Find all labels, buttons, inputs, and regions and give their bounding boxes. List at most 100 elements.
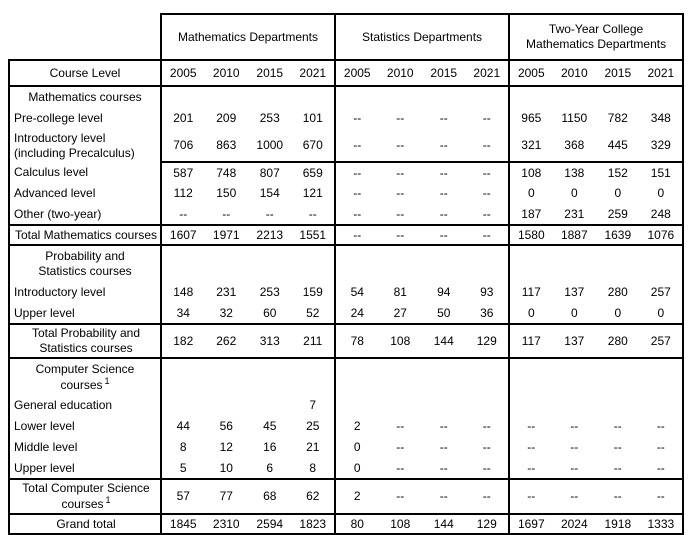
row-label-pre-college-level: Pre-college level (8, 108, 162, 129)
table-cell (379, 245, 423, 282)
footnote-marker: 1 (105, 495, 111, 505)
table-cell: 0 (508, 303, 553, 324)
report-table-container: Mathematics Departments Statistics Depart… (8, 13, 685, 535)
table-head: Mathematics Departments Statistics Depart… (8, 13, 685, 87)
table-cell: 1580 (508, 224, 553, 246)
table-cell (466, 245, 510, 282)
table-cell: 80 (334, 513, 379, 535)
table-cell: -- (508, 478, 553, 515)
table-cell: 2213 (248, 224, 292, 246)
table-cell: 57 (160, 478, 205, 515)
row-label-text: Total Computer Science (22, 481, 150, 495)
table-cell: 0 (614, 186, 622, 200)
table-cell: 138 (564, 165, 585, 180)
table-cell: 248 (639, 204, 685, 225)
table-cell: 108 (378, 513, 422, 535)
table-cell (248, 86, 292, 108)
group-header-row: Mathematics Departments Statistics Depart… (9, 13, 685, 61)
table-row-total-mathematics-courses: Total Mathematics courses 1607 1971 2213 155… (8, 224, 685, 246)
table-cell (205, 395, 249, 416)
row-label-general-education: General education (8, 395, 162, 416)
table-cell (160, 358, 205, 395)
course-level-table: Mathematics Departments Statistics Depart… (8, 13, 685, 535)
table-cell: 54 (334, 282, 379, 303)
course-level-header: Course Level (8, 59, 162, 87)
table-cell: 8 (309, 460, 317, 475)
table-cell: 154 (259, 186, 280, 200)
table-cell: 151 (639, 162, 685, 183)
table-cell (160, 86, 205, 108)
table-cell: 748 (216, 165, 237, 180)
table-cell: 211 (291, 323, 335, 359)
table-cell (596, 395, 640, 416)
table-cell: 1918 (596, 513, 640, 535)
year-header: 2021 (465, 60, 510, 87)
table-cell (553, 395, 597, 416)
row-label-other-two-year: Other (two-year) (8, 204, 162, 225)
table-cell: -- (422, 478, 466, 515)
table-cell: 137 (552, 323, 597, 359)
table-cell: 44 (160, 416, 205, 437)
table-cell: -- (639, 437, 685, 458)
table-row-advanced-level: Advanced level 112 150 154 121 -- -- -- -- 0 0 0 0 (8, 183, 685, 204)
row-label-text: Calculus level (14, 165, 89, 179)
table-cell: 0 (334, 458, 379, 479)
row-label-text: Introductory level (14, 130, 106, 145)
table-row-middle-level: Middle level 8 12 16 21 0 -- -- -- -- -- -- -- (8, 437, 685, 458)
table-cell (508, 358, 553, 395)
table-cell (596, 358, 640, 395)
table-cell: -- (465, 478, 510, 515)
row-label-text: Lower level (14, 419, 75, 433)
table-cell: 117 (508, 282, 553, 303)
table-cell: -- (396, 111, 405, 125)
table-cell: 670 (291, 129, 335, 163)
row-label-text-line2: courses (61, 497, 104, 511)
table-cell: 150 (216, 186, 237, 200)
table-cell: 8 (160, 437, 205, 458)
table-cell: 129 (465, 323, 510, 359)
table-cell: 52 (306, 305, 320, 320)
table-cell: 68 (248, 478, 292, 515)
table-cell: 863 (204, 129, 248, 163)
table-cell: -- (508, 416, 553, 437)
year-header: 2005 (334, 60, 379, 87)
table-cell: 27 (393, 305, 407, 320)
table-cell: 201 (160, 108, 205, 129)
table-cell (334, 395, 379, 416)
table-cell: 1971 (204, 224, 248, 246)
table-cell: 137 (564, 285, 585, 299)
table-cell: 108 (378, 323, 422, 359)
table-cell: 348 (639, 108, 685, 129)
table-cell: 1639 (596, 224, 640, 246)
table-cell: 12 (219, 440, 233, 454)
table-row-calculus-level: Calculus level 587 748 807 659 -- -- -- -- 108 138… (8, 162, 685, 183)
table-row-upper-level-cs: Upper level 5 10 6 8 0 -- -- -- -- -- -- -- (8, 458, 685, 479)
table-cell: -- (482, 440, 491, 454)
table-cell (466, 86, 510, 108)
table-cell: 10 (219, 460, 233, 475)
year-header: 2005 (160, 60, 205, 87)
table-cell: -- (639, 478, 685, 515)
table-cell (553, 358, 597, 395)
table-cell: -- (439, 419, 448, 433)
table-cell: -- (639, 416, 685, 437)
table-cell (379, 86, 423, 108)
table-row-grand-total: Grand total 1845 2310 2594 1823 80 108 144 129 16… (8, 513, 685, 535)
row-label-text: Total Mathematics courses (14, 227, 158, 242)
row-label-text-line2: Statistics courses (39, 341, 133, 355)
year-header: 2015 (422, 60, 466, 87)
row-label-text: Upper level (14, 460, 75, 475)
row-label-text: Upper level (14, 305, 75, 320)
table-cell: 231 (564, 206, 585, 221)
row-label-section-mathematics-courses: Mathematics courses (8, 86, 162, 108)
table-cell: 1551 (291, 224, 335, 246)
row-label-text: Mathematics courses (28, 90, 142, 104)
group-header-0: Mathematics Departments (160, 13, 336, 61)
table-cell: -- (613, 460, 622, 475)
footnote-marker: 1 (104, 375, 110, 386)
table-cell: 445 (596, 129, 640, 163)
year-header: 2005 (508, 60, 553, 87)
table-cell: 1150 (561, 111, 588, 125)
table-cell (334, 86, 379, 108)
table-cell (379, 395, 423, 416)
